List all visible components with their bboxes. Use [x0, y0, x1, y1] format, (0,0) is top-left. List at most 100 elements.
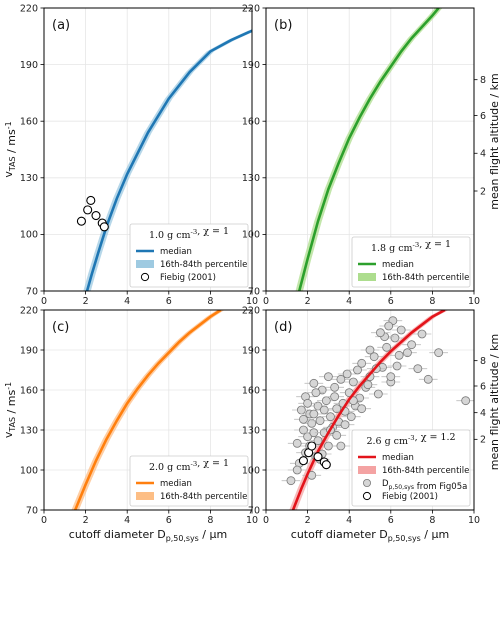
scatter-point	[386, 372, 396, 382]
scatter-point	[423, 374, 433, 384]
legend-label-median: median	[382, 260, 414, 270]
percentile-band	[71, 310, 225, 510]
scatter-point	[357, 404, 367, 414]
plot-frame	[265, 7, 475, 292]
x-tick-label: 8	[207, 515, 213, 526]
plot-area	[71, 310, 225, 510]
scatter-point	[336, 374, 346, 384]
x-tick-label: 4	[346, 515, 352, 526]
scatter-point	[382, 342, 392, 352]
panel-tag: (b)	[274, 18, 292, 33]
legend-label-fiebig: Fiebig (2001)	[382, 492, 438, 502]
y-tick-label: 70	[26, 286, 38, 297]
x-axis-label: cutoff diameter Dp,50,sys / µm	[69, 528, 227, 543]
y-tick-label: 160	[20, 385, 38, 396]
legend-label-band: 16th-84th percentile	[160, 492, 247, 502]
y-tick-label: 160	[20, 117, 38, 128]
legend-label-median: median	[160, 479, 192, 489]
legend-fiebig-swatch	[140, 272, 150, 282]
legend-band-swatch	[136, 492, 154, 500]
legend-band-swatch	[358, 466, 376, 474]
fiebig-point	[99, 222, 109, 232]
y-tick-label: 70	[248, 286, 260, 297]
scatter-point	[375, 328, 385, 338]
x-tick-label: 8	[429, 296, 435, 307]
x-tick-label: 8	[207, 296, 213, 307]
fiebig-point	[91, 210, 101, 221]
scatter-point	[332, 430, 342, 440]
right-tick-label: 8	[480, 75, 486, 86]
plot-area	[76, 29, 252, 291]
scatter-point	[319, 405, 329, 415]
right-tick-label: 2	[480, 186, 486, 197]
right-axis-label: mean flight altitude / km	[488, 334, 500, 470]
y-tick-label: 130	[242, 425, 260, 436]
x-tick-label: 4	[346, 296, 352, 307]
x-tick-label: 10	[468, 296, 480, 307]
y-tick-label: 130	[20, 173, 38, 184]
legend-band-swatch	[136, 260, 154, 268]
fiebig-point	[313, 452, 323, 462]
x-tick-label: 10	[246, 515, 258, 526]
y-axis-label: vTAS / ms-1	[2, 121, 18, 177]
scatter-point	[407, 340, 417, 350]
x-tick-label: 4	[124, 515, 130, 526]
legend-title: 2.0 g cm-3, χ = 1	[149, 458, 229, 473]
scatter-point	[417, 329, 427, 339]
legend-label-scatter: Dp,50,sys from Fig05a	[382, 479, 467, 492]
right-tick-label: 6	[480, 381, 486, 392]
scatter-point	[342, 369, 352, 379]
y-tick-label: 160	[242, 385, 260, 396]
scatter-point	[299, 425, 308, 435]
legend-box	[129, 455, 249, 507]
right-tick-label: 2	[480, 435, 486, 446]
plot-frame	[43, 7, 253, 292]
percentile-band	[295, 8, 443, 291]
right-tick-label: 4	[480, 408, 486, 419]
x-tick-label: 8	[429, 515, 435, 526]
scatter-point	[326, 412, 335, 422]
legend-title: 1.0 g cm-3, χ = 1	[149, 226, 229, 241]
y-tick-label: 220	[20, 305, 38, 316]
fiebig-point	[321, 460, 331, 470]
legend-title: 1.8 g cm-3, χ = 1	[371, 239, 451, 254]
scatter-point	[369, 352, 379, 362]
plot-frame	[43, 309, 253, 511]
scatter-point	[363, 380, 373, 390]
scatter-point	[323, 441, 333, 451]
scatter-point	[303, 398, 313, 408]
median-line	[85, 29, 252, 291]
scatter-point	[413, 364, 423, 374]
legend-label-fiebig: Fiebig (2001)	[160, 273, 216, 283]
scatter-point	[299, 414, 308, 424]
x-tick-label: 0	[263, 296, 269, 307]
plot-frame	[265, 309, 475, 511]
panel-tag: (a)	[52, 18, 70, 33]
scatter-point	[286, 476, 296, 486]
y-tick-label: 190	[20, 60, 38, 71]
scatter-point	[390, 333, 400, 343]
legend-title: 2.6 g cm-3, χ = 1.2	[366, 432, 455, 447]
x-tick-label: 6	[166, 515, 172, 526]
scatter-point	[461, 396, 471, 406]
x-tick-label: 2	[83, 296, 89, 307]
scatter-point	[330, 382, 340, 392]
scatter-point	[434, 348, 444, 358]
scatter-point	[330, 392, 340, 402]
y-tick-label: 70	[248, 505, 260, 516]
legend-label-median: median	[382, 453, 414, 463]
scatter-point	[309, 378, 319, 388]
y-tick-label: 100	[20, 465, 38, 476]
legend-label-median: median	[160, 247, 192, 257]
legend-label-band: 16th-84th percentile	[160, 260, 247, 270]
scatter-point	[292, 438, 302, 448]
fiebig-point	[298, 456, 308, 466]
scatter-point	[323, 372, 333, 382]
fiebig-point	[83, 205, 93, 215]
y-tick-label: 100	[242, 230, 260, 241]
y-tick-label: 160	[242, 117, 260, 128]
plot-area	[295, 8, 443, 291]
